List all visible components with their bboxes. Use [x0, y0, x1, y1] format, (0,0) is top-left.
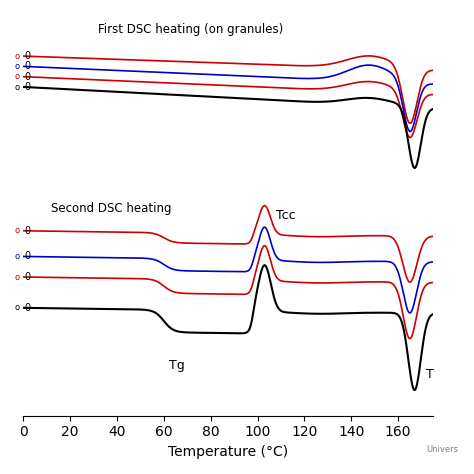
Text: T: T	[426, 368, 434, 381]
Text: Tcc: Tcc	[276, 209, 296, 222]
Text: 0: 0	[25, 252, 30, 262]
Text: o: o	[15, 273, 20, 282]
Text: 0: 0	[25, 226, 30, 236]
Text: o: o	[15, 62, 20, 71]
Text: 0: 0	[25, 51, 30, 61]
Text: 0: 0	[25, 303, 30, 313]
Text: o: o	[15, 52, 20, 61]
X-axis label: Temperature (°C): Temperature (°C)	[168, 445, 288, 459]
Text: o: o	[15, 226, 20, 235]
Text: 0: 0	[25, 82, 30, 92]
Text: Univers: Univers	[426, 445, 458, 454]
Text: o: o	[15, 72, 20, 81]
Text: 0: 0	[25, 272, 30, 282]
Text: o: o	[15, 82, 20, 91]
Text: 0: 0	[25, 72, 30, 82]
Text: o: o	[15, 303, 20, 312]
Text: First DSC heating (on granules): First DSC heating (on granules)	[98, 23, 283, 36]
Text: Tg: Tg	[169, 359, 184, 372]
Text: 0: 0	[25, 62, 30, 72]
Text: o: o	[15, 252, 20, 261]
Text: Second DSC heating: Second DSC heating	[51, 202, 172, 215]
